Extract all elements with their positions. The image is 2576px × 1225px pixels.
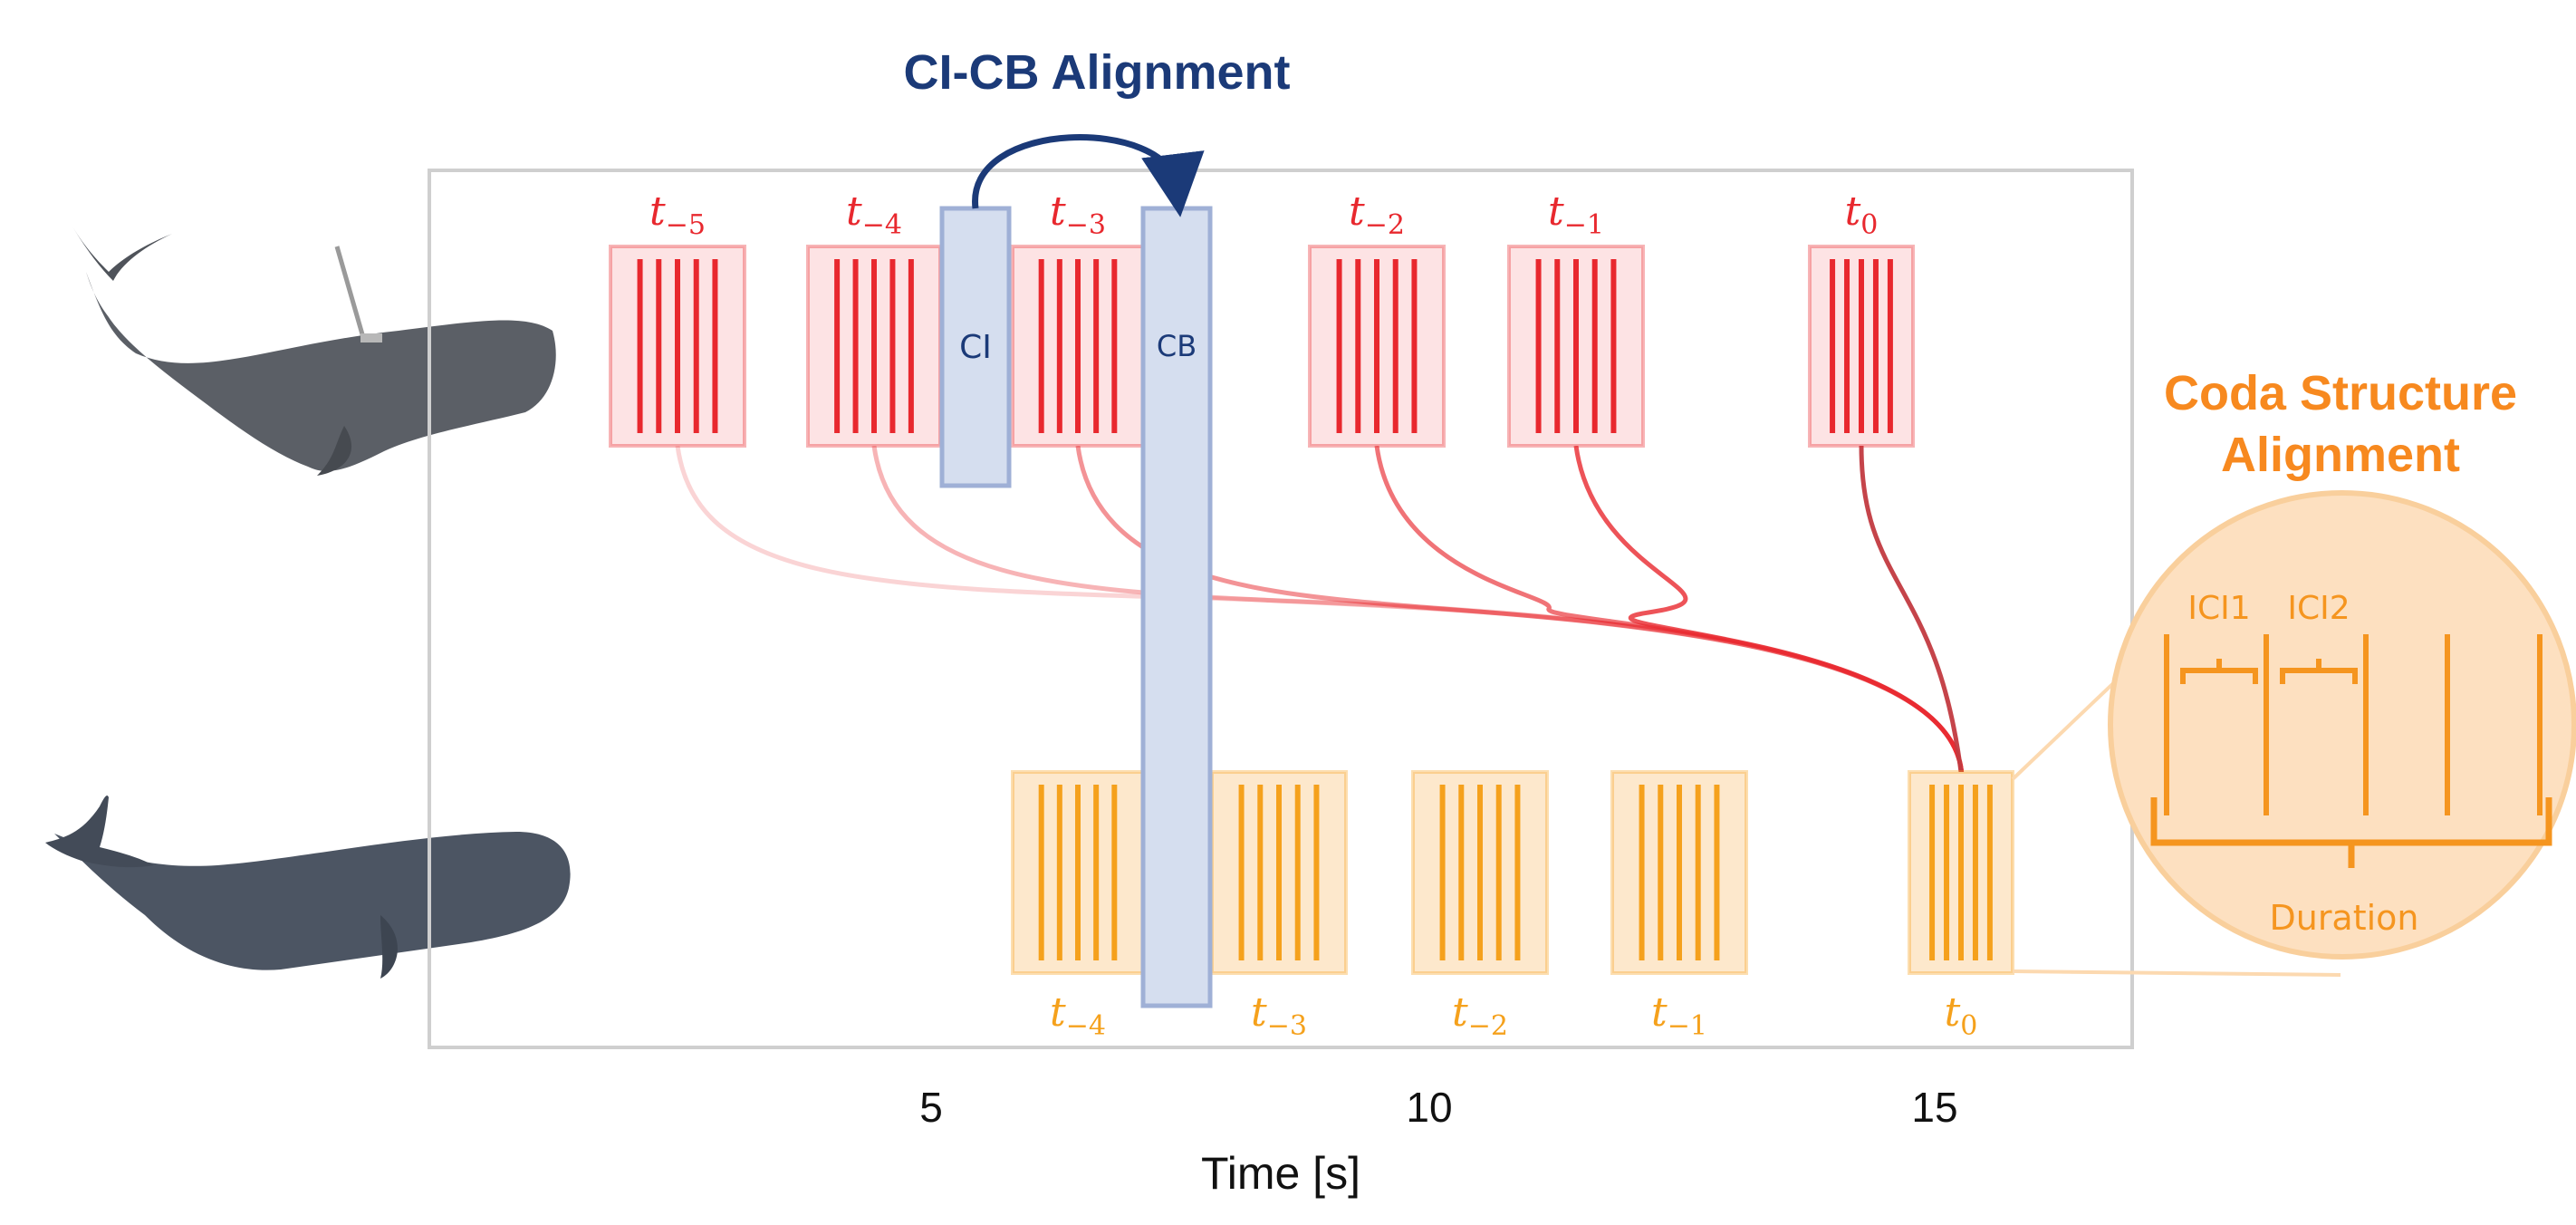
- coda-label-subscript: −1: [1668, 1010, 1707, 1042]
- bottom-coda-1: t−3: [1210, 770, 1348, 1042]
- coda-label-subscript: −3: [1267, 1010, 1307, 1042]
- x-tick-label: 5: [919, 1084, 943, 1131]
- bottom-coda-label: t−2: [1452, 989, 1508, 1042]
- coda-structure-title-line2: Alignment: [2221, 428, 2460, 482]
- top-coda-row: t−5 t−4 t−3 t−2 t−1 t0: [609, 188, 1915, 448]
- bottom-coda-4: t0: [1908, 770, 2014, 1042]
- top-coda-0: t−5: [609, 188, 746, 448]
- coda-label-subscript: −3: [1066, 209, 1106, 241]
- top-coda-label: t−5: [649, 188, 706, 241]
- plot-frame: [428, 169, 2134, 1049]
- bottom-coda-label: t−1: [1651, 989, 1707, 1042]
- ci-cb-arrow: [972, 134, 1205, 217]
- coda-label-subscript: −4: [1066, 1010, 1106, 1042]
- alignment-curve: [1573, 445, 1965, 780]
- zoom-line-top: [2011, 669, 2129, 781]
- coda-label-subscript: 0: [1960, 1010, 1977, 1042]
- ici2-label: ICI2: [2287, 590, 2350, 627]
- cb-bar: CB: [1140, 206, 1213, 1008]
- coda-label-base: t: [1251, 989, 1267, 1036]
- x-tick-label: 10: [1406, 1084, 1452, 1131]
- ci-bar: CI: [939, 206, 1012, 488]
- zoom-line-bottom: [2012, 969, 2341, 977]
- top-coda-4: t−1: [1507, 188, 1645, 448]
- x-axis-label: Time [s]: [1201, 1148, 1360, 1199]
- top-coda-label: t−2: [1349, 188, 1405, 241]
- coda-structure-zoom: ICI1 ICI2 Duration: [2108, 490, 2576, 960]
- tagged-whale-illustration: [72, 227, 556, 476]
- bottom-coda-0: t−4: [1011, 770, 1145, 1042]
- coda-label-subscript: −2: [1468, 1010, 1508, 1042]
- alignment-curve: [871, 445, 1965, 780]
- top-coda-label: t−1: [1548, 188, 1604, 241]
- top-coda-label: t0: [1845, 188, 1879, 241]
- coda-label-base: t: [846, 188, 862, 235]
- ci-cb-title: CI-CB Alignment: [904, 45, 1291, 100]
- duration-label: Duration: [2269, 898, 2418, 938]
- top-coda-label: t−4: [846, 188, 902, 241]
- coda-label-base: t: [1050, 188, 1066, 235]
- alignment-curve: [1859, 445, 1965, 780]
- top-coda-2: t−3: [1011, 188, 1145, 448]
- bottom-coda-label: t−4: [1050, 989, 1106, 1042]
- coda-label-subscript: −4: [862, 209, 902, 241]
- coda-label-subscript: 0: [1860, 209, 1878, 241]
- coda-label-base: t: [1050, 989, 1066, 1036]
- bottom-coda-3: t−1: [1610, 770, 1748, 1042]
- ci-label: CI: [959, 329, 992, 366]
- coda-label-subscript: −2: [1365, 209, 1405, 241]
- top-coda-label: t−3: [1050, 188, 1106, 241]
- coda-label-subscript: −5: [666, 209, 706, 241]
- bottom-coda-row: t−4 t−3 t−2 t−1 t0: [1011, 770, 2014, 1042]
- coda-label-base: t: [1452, 989, 1468, 1036]
- top-coda-3: t−2: [1308, 188, 1446, 448]
- alignment-curve: [675, 445, 1965, 780]
- top-coda-1: t−4: [806, 188, 942, 448]
- cb-label: CB: [1157, 329, 1197, 363]
- bottom-coda-label: t−3: [1251, 989, 1307, 1042]
- coda-label-base: t: [1548, 188, 1564, 235]
- coda-label-base: t: [1845, 188, 1861, 235]
- bottom-coda-2: t−2: [1411, 770, 1549, 1042]
- coda-label-base: t: [649, 188, 666, 235]
- coda-label-base: t: [1945, 989, 1961, 1036]
- bottom-coda-label: t0: [1945, 989, 1978, 1042]
- top-coda-5: t0: [1808, 188, 1915, 448]
- coda-label-subscript: −1: [1564, 209, 1604, 241]
- ici1-label: ICI1: [2187, 590, 2250, 627]
- alignment-curves: [675, 445, 1965, 780]
- time-axis: 5 10 15: [919, 1084, 1957, 1131]
- whale-illustration: [45, 796, 571, 979]
- coda-label-base: t: [1349, 188, 1365, 235]
- coda-label-base: t: [1651, 989, 1668, 1036]
- x-tick-label: 15: [1911, 1084, 1957, 1131]
- coda-structure-title-line1: Coda Structure: [2164, 366, 2517, 420]
